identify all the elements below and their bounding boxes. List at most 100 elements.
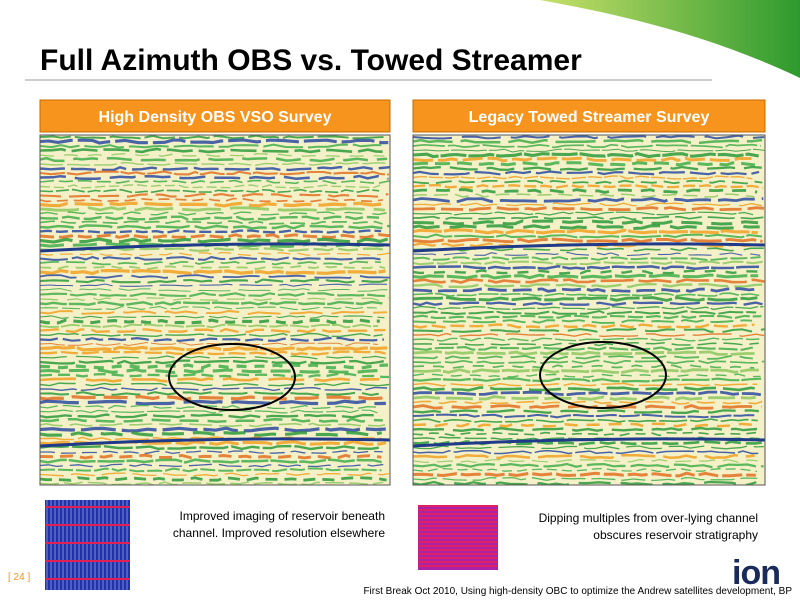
texture [413, 138, 763, 145]
texture [40, 394, 390, 401]
texture [413, 175, 753, 180]
texture [413, 269, 763, 275]
texture [413, 265, 760, 271]
texture [413, 135, 765, 140]
seismic-image [40, 135, 390, 485]
texture [413, 346, 754, 351]
highlight-ellipse [539, 341, 667, 409]
texture [40, 409, 378, 414]
texture [413, 170, 760, 176]
legend-swatch [45, 500, 130, 590]
texture [40, 283, 388, 287]
texture [40, 188, 380, 194]
texture [413, 422, 756, 428]
texture [413, 467, 757, 473]
texture [413, 260, 763, 266]
texture [40, 233, 390, 239]
texture [40, 404, 380, 410]
texture [40, 292, 385, 297]
texture [413, 462, 764, 469]
texture [40, 161, 389, 167]
texture [40, 147, 383, 154]
image-frame [412, 134, 766, 486]
texture [40, 242, 390, 253]
texture [40, 444, 379, 451]
panel-heading: Legacy Towed Streamer Survey [469, 109, 710, 126]
texture [40, 327, 386, 334]
texture [413, 400, 763, 405]
texture [413, 364, 755, 369]
seismic-image [413, 135, 765, 485]
texture [40, 382, 390, 387]
texture [40, 268, 386, 276]
texture [413, 373, 761, 378]
texture [40, 430, 383, 437]
texture [40, 251, 390, 257]
texture [40, 355, 387, 360]
texture [413, 282, 763, 289]
texture [40, 417, 383, 424]
texture [40, 215, 380, 221]
caption: Improved imaging of reservoir beneath [180, 509, 385, 523]
texture [40, 426, 386, 433]
texture [413, 151, 759, 159]
texture [40, 472, 390, 477]
texture [40, 156, 388, 163]
texture [40, 336, 384, 343]
texture [40, 437, 390, 448]
texture [40, 377, 380, 383]
texture [413, 314, 762, 320]
texture [413, 382, 758, 387]
texture [40, 197, 383, 203]
texture [40, 467, 382, 473]
texture [40, 174, 389, 181]
texture [413, 323, 755, 329]
texture [40, 481, 384, 485]
texture [40, 458, 382, 464]
texture [40, 206, 386, 212]
panel-heading: High Density OBS VSO Survey [99, 109, 332, 126]
texture [413, 165, 762, 172]
texture [413, 449, 759, 455]
texture [413, 143, 761, 149]
texture [413, 471, 756, 478]
texture [413, 242, 765, 253]
texture [413, 480, 757, 485]
texture [413, 292, 760, 297]
texture [413, 287, 757, 293]
texture [413, 445, 764, 450]
texture [40, 179, 390, 185]
texture [413, 197, 764, 203]
texture [40, 363, 389, 370]
texture [413, 355, 753, 360]
texture [40, 372, 390, 379]
texture [40, 184, 381, 189]
texture [413, 377, 762, 383]
texture [413, 359, 765, 365]
texture [40, 310, 387, 315]
texture [40, 332, 383, 338]
texture [40, 323, 379, 329]
texture [413, 305, 764, 311]
texture [40, 368, 380, 375]
texture [413, 426, 758, 433]
caption: channel. Improved resolution elsewhere [173, 526, 385, 540]
texture [40, 274, 390, 279]
texture [413, 408, 759, 414]
texture [40, 422, 386, 428]
texture [40, 297, 389, 302]
panel-heading-box [39, 99, 391, 133]
caption: obscures reservoir stratigraphy [593, 528, 758, 542]
texture [413, 215, 764, 221]
texture [413, 148, 765, 153]
texture [40, 450, 383, 455]
texture [40, 260, 382, 266]
texture [413, 341, 759, 347]
texture [40, 350, 386, 356]
texture [413, 332, 765, 338]
texture [413, 179, 763, 185]
texture [40, 256, 381, 261]
texture [413, 273, 759, 280]
texture [413, 309, 757, 316]
texture [413, 224, 760, 231]
